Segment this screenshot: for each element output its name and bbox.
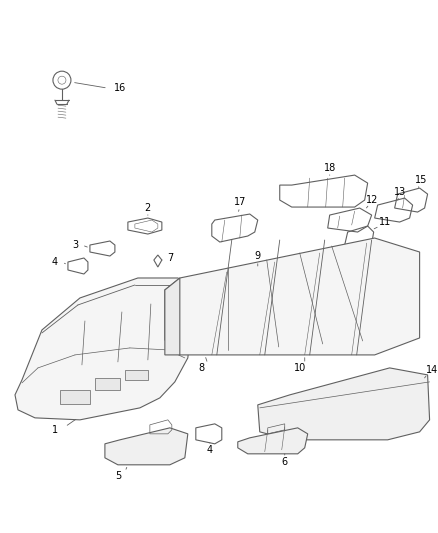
Polygon shape <box>15 278 192 420</box>
Polygon shape <box>125 370 148 380</box>
Text: 16: 16 <box>114 83 126 93</box>
Text: 7: 7 <box>167 253 173 263</box>
Text: 12: 12 <box>365 195 378 205</box>
Text: 4: 4 <box>207 445 213 455</box>
Polygon shape <box>238 428 308 454</box>
Polygon shape <box>95 378 120 390</box>
Text: 9: 9 <box>254 251 261 261</box>
Text: 2: 2 <box>145 203 151 213</box>
Text: 13: 13 <box>393 187 406 197</box>
Text: 4: 4 <box>52 257 58 267</box>
Polygon shape <box>105 428 188 465</box>
Text: 10: 10 <box>293 363 306 373</box>
Text: 8: 8 <box>199 363 205 373</box>
Polygon shape <box>165 238 420 355</box>
Text: 14: 14 <box>425 365 438 375</box>
Polygon shape <box>258 368 430 440</box>
Text: 18: 18 <box>324 163 336 173</box>
Text: 15: 15 <box>415 175 428 185</box>
Text: 11: 11 <box>378 217 391 227</box>
Polygon shape <box>165 278 180 355</box>
Polygon shape <box>60 390 90 404</box>
Text: 5: 5 <box>115 471 121 481</box>
Text: 1: 1 <box>52 425 58 435</box>
Text: 3: 3 <box>72 240 78 250</box>
Text: 6: 6 <box>282 457 288 467</box>
Text: 17: 17 <box>233 197 246 207</box>
